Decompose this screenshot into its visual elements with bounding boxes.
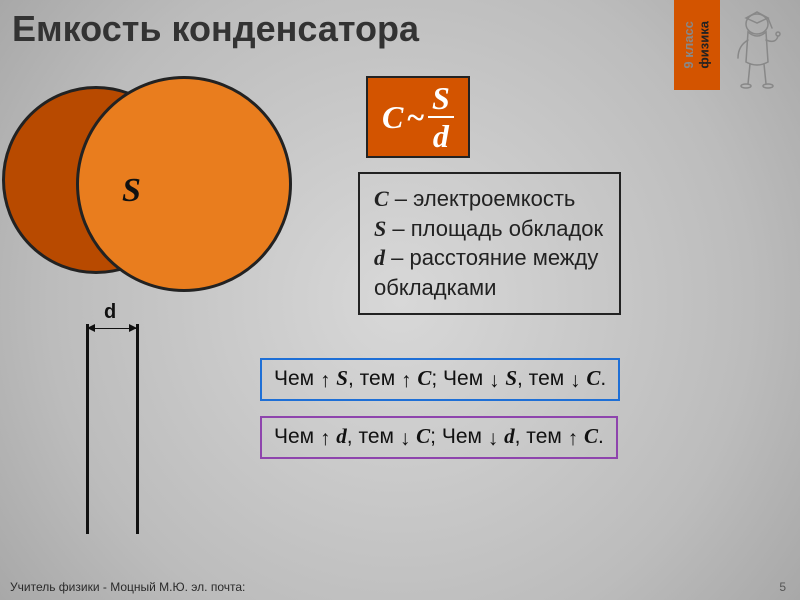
r2-t4: , тем xyxy=(515,425,568,448)
r2-c2: C xyxy=(584,424,598,448)
r1-t4: , тем xyxy=(517,367,570,390)
distance-arrow xyxy=(88,328,136,329)
distance-label: d xyxy=(104,301,116,324)
legend-text-c: – электроемкость xyxy=(389,186,576,211)
rule-box-d: Чем ↑ d, тем ↓ C; Чем ↓ d, тем ↑ C. xyxy=(260,416,618,459)
r1-t5: . xyxy=(600,367,606,390)
r2-t5: . xyxy=(598,425,604,448)
legend-sym-s: S xyxy=(374,216,386,241)
arrow-up-icon: ↑ xyxy=(568,427,579,451)
r1-s2: S xyxy=(505,366,517,390)
mascot-icon xyxy=(728,6,786,90)
r1-t3: ; Чем xyxy=(431,367,489,390)
plate-line-left xyxy=(86,324,89,534)
r1-s1: S xyxy=(336,366,348,390)
legend-text-d: – расстояние между xyxy=(385,245,598,270)
legend-text-s: – площадь обкладок xyxy=(386,216,603,241)
formula-d: d xyxy=(433,118,449,152)
r1-c1: C xyxy=(417,366,431,390)
legend-row-c: C – электроемкость xyxy=(374,184,603,214)
area-label: S xyxy=(122,172,141,210)
r2-t1: Чем xyxy=(274,425,320,448)
arrow-down-icon: ↓ xyxy=(400,427,411,451)
formula-fraction: S d xyxy=(428,82,454,152)
arrow-down-icon: ↓ xyxy=(489,369,500,393)
r2-c1: C xyxy=(416,424,430,448)
arrow-up-icon: ↑ xyxy=(320,427,331,451)
plate-front-circle xyxy=(76,76,292,292)
capacitor-diagram: S d xyxy=(4,70,324,530)
formula-box: C ~ S d xyxy=(366,76,470,158)
badge-line1: 9 класс xyxy=(681,21,696,68)
arrow-up-icon: ↑ xyxy=(401,369,412,393)
badge-text: 9 класс физика xyxy=(681,21,712,69)
r2-t2: , тем xyxy=(347,425,400,448)
r1-t2: , тем xyxy=(348,367,401,390)
r2-s2: d xyxy=(504,424,515,448)
class-badge: 9 класс физика xyxy=(674,0,720,90)
r1-c2: C xyxy=(586,366,600,390)
r2-s1: d xyxy=(336,424,347,448)
arrow-up-icon: ↑ xyxy=(320,369,331,393)
legend-box: C – электроемкость S – площадь обкладок … xyxy=(358,172,621,315)
legend-row-cont: обкладками xyxy=(374,273,603,303)
legend-row-d: d – расстояние между xyxy=(374,243,603,273)
plate-line-right xyxy=(136,324,139,534)
legend-sym-d: d xyxy=(374,245,385,270)
rule-box-s: Чем ↑ S, тем ↑ C; Чем ↓ S, тем ↓ C. xyxy=(260,358,620,401)
legend-row-s: S – площадь обкладок xyxy=(374,214,603,244)
arrow-down-icon: ↓ xyxy=(488,427,499,451)
formula: C ~ S d xyxy=(382,82,454,152)
arrow-down-icon: ↓ xyxy=(570,369,581,393)
r2-t3: ; Чем xyxy=(430,425,488,448)
page-number: 5 xyxy=(779,580,786,594)
formula-c: C xyxy=(382,99,403,136)
legend-sym-c: C xyxy=(374,186,389,211)
badge-line2: физика xyxy=(697,21,712,69)
page-title: Емкость конденсатора xyxy=(12,8,419,50)
formula-tilde: ~ xyxy=(407,99,424,136)
footer-text: Учитель физики - Моцный М.Ю. эл. почта: xyxy=(10,580,245,594)
formula-s: S xyxy=(428,82,454,118)
r1-t1: Чем xyxy=(274,367,320,390)
